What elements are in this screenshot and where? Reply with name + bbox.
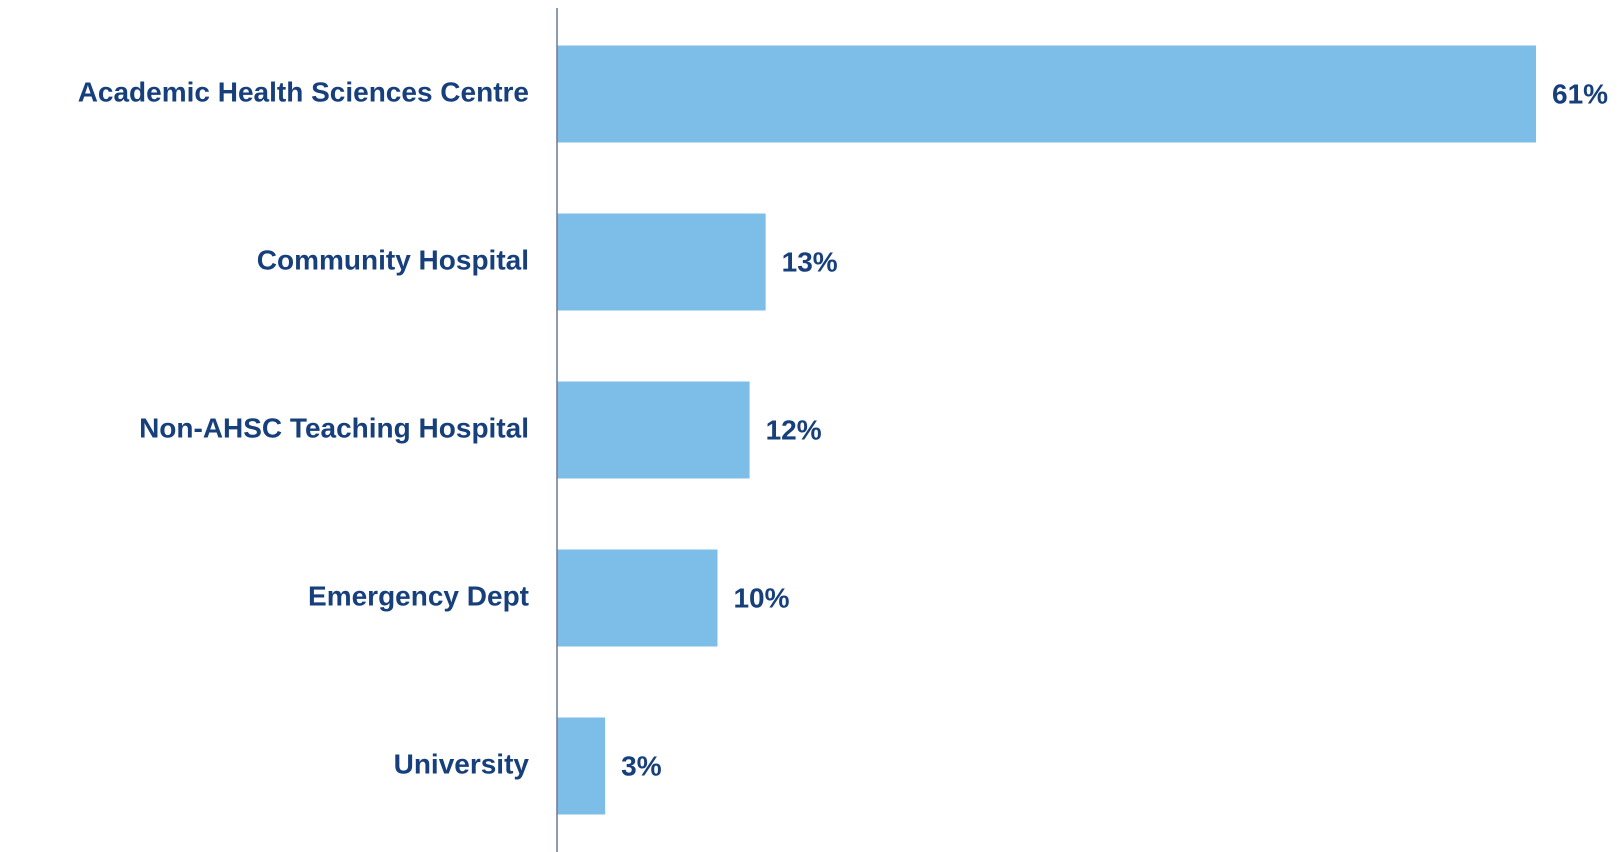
category-label: University [394, 748, 530, 779]
value-label: 3% [621, 750, 662, 781]
value-label: 12% [766, 414, 822, 445]
value-label: 61% [1552, 78, 1608, 109]
category-label: Community Hospital [257, 244, 529, 275]
category-label: Non-AHSC Teaching Hospital [139, 412, 529, 443]
category-label: Emergency Dept [308, 580, 529, 611]
value-label: 10% [733, 582, 789, 613]
value-label: 13% [782, 246, 838, 277]
category-label: Academic Health Sciences Centre [78, 76, 529, 107]
bar [557, 45, 1536, 143]
bar [557, 381, 750, 479]
bar [557, 213, 766, 311]
bar [557, 549, 718, 647]
bar [557, 717, 606, 815]
